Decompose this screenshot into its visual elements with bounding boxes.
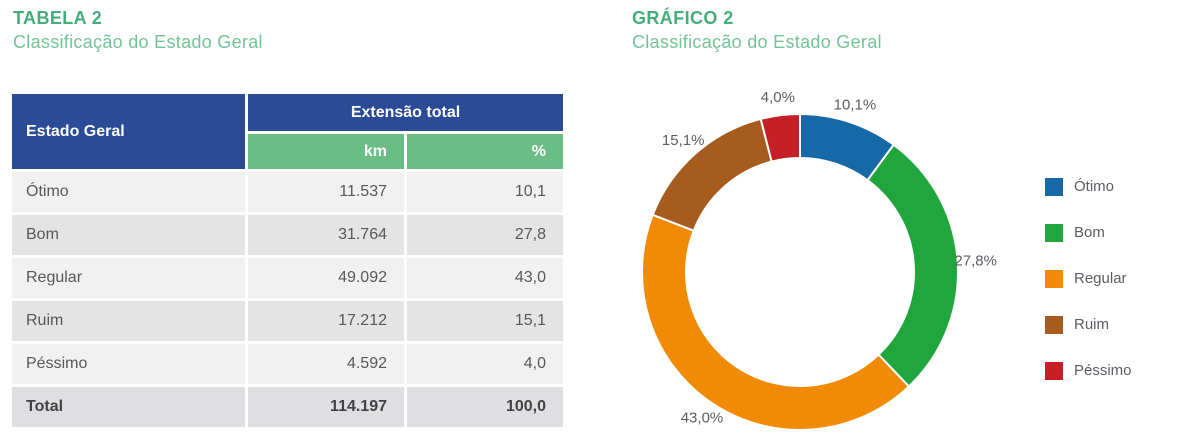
table-row-ruim: Ruim 17.212 15,1 — [12, 301, 563, 341]
row-pct-value: 100,0 — [407, 387, 563, 427]
legend-label: Regular — [1074, 270, 1127, 287]
row-pct-value: 10,1 — [407, 172, 563, 212]
legend-item-pessimo: Péssimo — [1045, 362, 1132, 380]
legend-item-ruim: Ruim — [1045, 316, 1132, 334]
donut-label-regular: 43,0% — [681, 410, 724, 427]
table-row-total: Total 114.197 100,0 — [12, 387, 563, 427]
table-row-otimo: Ótimo 11.537 10,1 — [12, 172, 563, 212]
legend-item-bom: Bom — [1045, 224, 1132, 242]
row-label: Ruim — [12, 301, 245, 341]
donut-label-bom: 27,8% — [954, 252, 997, 269]
donut-slice-regular — [641, 213, 911, 431]
table-row-regular: Regular 49.092 43,0 — [12, 258, 563, 298]
table-title-block: TABELA 2 Classificação do Estado Geral — [13, 8, 263, 53]
row-km-value: 114.197 — [248, 387, 404, 427]
legend-swatch-icon — [1045, 270, 1063, 288]
row-pct-value: 15,1 — [407, 301, 563, 341]
col-header-estado-geral: Estado Geral — [12, 94, 245, 169]
row-km-value: 4.592 — [248, 344, 404, 384]
row-km-value: 31.764 — [248, 215, 404, 255]
legend-item-otimo: Ótimo — [1045, 178, 1132, 196]
legend-label: Ruim — [1074, 316, 1110, 333]
legend-swatch-icon — [1045, 362, 1063, 380]
donut-chart: 10,1% 27,8% 43,0% 15,1% 4,0% — [641, 89, 997, 431]
donut-label-pessimo: 4,0% — [761, 89, 795, 106]
legend-item-regular: Regular — [1045, 270, 1132, 288]
chart-title: GRÁFICO 2 — [632, 8, 734, 28]
row-label: Total — [12, 387, 245, 427]
table-body: Ótimo 11.537 10,1 Bom 31.764 27,8 Regular 49.09… — [12, 172, 563, 427]
table-row-bom: Bom 31.764 27,8 — [12, 215, 563, 255]
donut-label-ruim: 15,1% — [662, 132, 705, 149]
row-pct-value: 43,0 — [407, 258, 563, 298]
col-header-extensao-total: Extensão total — [248, 94, 563, 131]
row-label: Bom — [12, 215, 245, 255]
table-title: TABELA 2 — [13, 8, 103, 28]
row-label: Regular — [12, 258, 245, 298]
donut-slice-pessimo — [759, 112, 801, 163]
chart-legend: Ótimo Bom Regular Ruim Péssimo — [1045, 178, 1132, 408]
table-subtitle: Classificação do Estado Geral — [13, 32, 263, 52]
row-label: Péssimo — [12, 344, 245, 384]
row-km-value: 17.212 — [248, 301, 404, 341]
chart-title-block: GRÁFICO 2 Classificação do Estado Geral — [632, 8, 882, 53]
legend-label: Ótimo — [1074, 178, 1115, 195]
donut-slice-bom — [866, 143, 959, 388]
col-header-km: km — [248, 134, 404, 169]
table-row-pessimo: Péssimo 4.592 4,0 — [12, 344, 563, 384]
legend-label: Bom — [1074, 224, 1105, 241]
row-label: Ótimo — [12, 172, 245, 212]
row-km-value: 11.537 — [248, 172, 404, 212]
legend-swatch-icon — [1045, 224, 1063, 242]
donut-label-otimo: 10,1% — [834, 96, 877, 113]
row-pct-value: 27,8 — [407, 215, 563, 255]
estado-geral-table: Estado Geral Extensão total km % Ótimo 11… — [9, 91, 566, 430]
chart-subtitle: Classificação do Estado Geral — [632, 32, 882, 52]
row-km-value: 49.092 — [248, 258, 404, 298]
legend-swatch-icon — [1045, 316, 1063, 334]
row-pct-value: 4,0 — [407, 344, 563, 384]
col-header-pct: % — [407, 134, 563, 169]
legend-swatch-icon — [1045, 178, 1063, 196]
legend-label: Péssimo — [1074, 362, 1132, 379]
